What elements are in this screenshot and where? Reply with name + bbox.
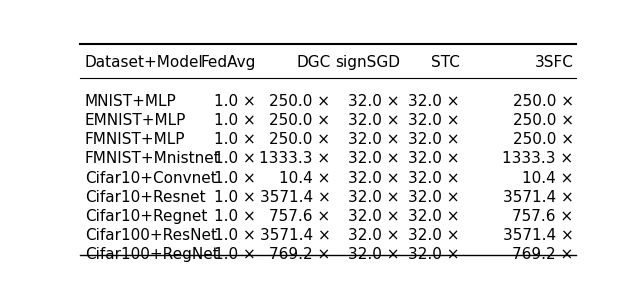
Text: 32.0 ×: 32.0 × [348,113,400,128]
Text: 32.0 ×: 32.0 × [408,190,460,205]
Text: Cifar100+RegNet: Cifar100+RegNet [85,247,219,262]
Text: DGC: DGC [296,55,330,70]
Text: 1.0 ×: 1.0 × [214,151,256,166]
Text: 757.6 ×: 757.6 × [269,209,330,224]
Text: 32.0 ×: 32.0 × [348,247,400,262]
Text: 250.0 ×: 250.0 × [513,132,573,147]
Text: 250.0 ×: 250.0 × [269,132,330,147]
Text: 250.0 ×: 250.0 × [269,113,330,128]
Text: 10.4 ×: 10.4 × [522,171,573,185]
Text: signSGD: signSGD [335,55,400,70]
Text: 1.0 ×: 1.0 × [214,228,256,243]
Text: 32.0 ×: 32.0 × [408,247,460,262]
Text: Cifar10+Regnet: Cifar10+Regnet [85,209,207,224]
Text: 32.0 ×: 32.0 × [408,132,460,147]
Text: 3SFC: 3SFC [534,55,573,70]
Text: 32.0 ×: 32.0 × [348,171,400,185]
Text: 32.0 ×: 32.0 × [348,228,400,243]
Text: 1.0 ×: 1.0 × [214,247,256,262]
Text: Cifar100+ResNet: Cifar100+ResNet [85,228,217,243]
Text: 1.0 ×: 1.0 × [214,132,256,147]
Text: FMNIST+Mnistnet: FMNIST+Mnistnet [85,151,221,166]
Text: 250.0 ×: 250.0 × [269,94,330,109]
Text: STC: STC [431,55,460,70]
Text: 1.0 ×: 1.0 × [214,113,256,128]
Text: 250.0 ×: 250.0 × [513,94,573,109]
Text: 3571.4 ×: 3571.4 × [503,190,573,205]
Text: 1.0 ×: 1.0 × [214,171,256,185]
Text: 1.0 ×: 1.0 × [214,94,256,109]
Text: 32.0 ×: 32.0 × [408,94,460,109]
Text: 32.0 ×: 32.0 × [408,151,460,166]
Text: 1.0 ×: 1.0 × [214,190,256,205]
Text: 250.0 ×: 250.0 × [513,113,573,128]
Text: 32.0 ×: 32.0 × [348,94,400,109]
Text: 32.0 ×: 32.0 × [408,228,460,243]
Text: EMNIST+MLP: EMNIST+MLP [85,113,186,128]
Text: 32.0 ×: 32.0 × [348,190,400,205]
Text: 757.6 ×: 757.6 × [513,209,573,224]
Text: 1333.3 ×: 1333.3 × [502,151,573,166]
Text: FMNIST+MLP: FMNIST+MLP [85,132,186,147]
Text: Cifar10+Resnet: Cifar10+Resnet [85,190,205,205]
Text: Cifar10+Convnet: Cifar10+Convnet [85,171,217,185]
Text: 32.0 ×: 32.0 × [408,171,460,185]
Text: 3571.4 ×: 3571.4 × [260,190,330,205]
Text: 1.0 ×: 1.0 × [214,209,256,224]
Text: FedAvg: FedAvg [201,55,256,70]
Text: Dataset+Model: Dataset+Model [85,55,204,70]
Text: 32.0 ×: 32.0 × [348,132,400,147]
Text: 10.4 ×: 10.4 × [279,171,330,185]
Text: MNIST+MLP: MNIST+MLP [85,94,177,109]
Text: 3571.4 ×: 3571.4 × [260,228,330,243]
Text: 1333.3 ×: 1333.3 × [259,151,330,166]
Text: 32.0 ×: 32.0 × [408,209,460,224]
Text: 32.0 ×: 32.0 × [408,113,460,128]
Text: 32.0 ×: 32.0 × [348,151,400,166]
Text: 769.2 ×: 769.2 × [512,247,573,262]
Text: 769.2 ×: 769.2 × [269,247,330,262]
Text: 32.0 ×: 32.0 × [348,209,400,224]
Text: 3571.4 ×: 3571.4 × [503,228,573,243]
